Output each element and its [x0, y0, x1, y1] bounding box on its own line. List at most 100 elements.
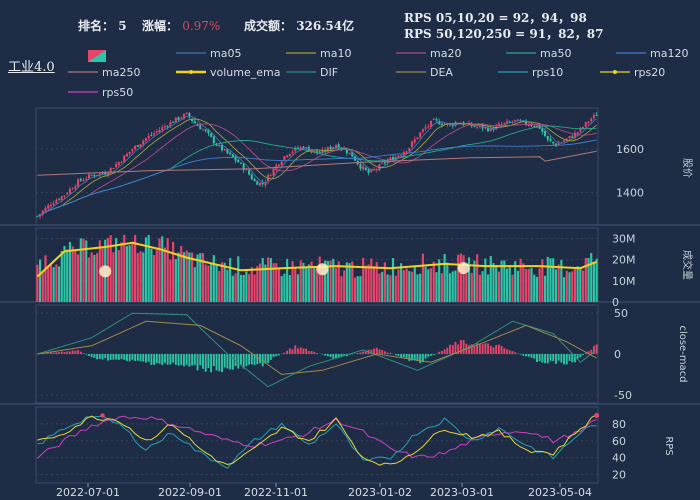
- candle-body: [389, 157, 392, 160]
- volume-bar: [215, 264, 218, 302]
- volume-bar: [435, 272, 438, 302]
- macd-histogram-bar: [446, 347, 449, 354]
- candle-body: [180, 118, 183, 120]
- candle-body: [595, 114, 598, 116]
- volume-bar: [565, 270, 568, 302]
- volume-bar: [340, 276, 343, 302]
- candle-body: [191, 118, 194, 122]
- candle-body: [63, 195, 66, 197]
- macd-histogram-bar: [169, 354, 172, 365]
- volume-bar: [497, 271, 500, 302]
- ma05-line: [37, 115, 597, 217]
- volume-bar: [248, 274, 251, 302]
- macd-histogram-bar: [579, 354, 582, 358]
- macd-histogram-bar: [172, 354, 175, 363]
- candle-body: [52, 203, 55, 205]
- volume-bar: [332, 258, 335, 302]
- macd-histogram-bar: [183, 354, 185, 367]
- candle-body: [169, 121, 172, 128]
- macd-histogram-bar: [484, 343, 487, 354]
- candle-body: [77, 179, 80, 187]
- macd-histogram-bar: [468, 345, 470, 354]
- macd-histogram-bar: [443, 349, 446, 354]
- macd-tick-label: 50: [614, 307, 628, 320]
- macd-histogram-bar: [454, 341, 457, 354]
- candle-body: [288, 153, 291, 156]
- candle-body: [514, 119, 517, 121]
- volume-bar: [446, 262, 449, 302]
- candle-body: [172, 121, 175, 123]
- macd-histogram-bar: [503, 348, 506, 354]
- volume-bar: [123, 234, 126, 302]
- volume-ema-line: [36, 241, 597, 278]
- macd-histogram-bar: [592, 345, 595, 354]
- candle-body: [47, 205, 50, 209]
- volume-bar: [177, 252, 180, 302]
- volume-bar: [182, 252, 186, 302]
- candle-body: [552, 141, 555, 144]
- rank-value: 5: [118, 19, 127, 33]
- candle-body: [370, 169, 373, 173]
- volume-bar: [381, 271, 384, 302]
- volume-bar: [286, 258, 289, 302]
- candle-body: [147, 135, 150, 139]
- candle-body: [432, 118, 435, 120]
- candle-body: [237, 159, 240, 163]
- volume-bar: [438, 259, 441, 302]
- volume-bar: [348, 263, 351, 302]
- candle-body: [49, 204, 52, 207]
- macd-histogram-bar: [457, 344, 460, 354]
- macd-histogram-bar: [106, 354, 109, 361]
- candle-body: [74, 186, 77, 189]
- ma20-line: [37, 123, 597, 217]
- candle-body: [381, 162, 384, 164]
- candle-body: [60, 196, 63, 201]
- macd-tick-label: 0: [614, 348, 621, 361]
- rps-tick-label: 20: [612, 469, 626, 482]
- macd-histogram-bar: [449, 344, 451, 354]
- candle-body: [201, 129, 205, 131]
- candle-body: [136, 145, 139, 147]
- macd-histogram-bar: [147, 354, 150, 362]
- macd-histogram-bar: [405, 354, 408, 358]
- candle-body: [242, 163, 245, 171]
- candle-body: [549, 139, 552, 142]
- candle-body: [568, 136, 571, 139]
- macd-histogram-bar: [514, 352, 517, 354]
- volume-bar: [353, 277, 357, 302]
- volume-bar: [112, 252, 115, 302]
- macd-histogram-bar: [79, 351, 82, 354]
- macd-histogram-bar: [177, 354, 180, 366]
- candle-body: [557, 143, 560, 146]
- volume-bar: [579, 266, 582, 302]
- macd-histogram-bar: [373, 348, 375, 354]
- candle-body: [120, 161, 123, 163]
- volume-bar: [264, 264, 267, 302]
- candlestick-legend-icon[interactable]: [88, 50, 106, 62]
- candle-body: [125, 153, 128, 157]
- volume-bar: [277, 267, 281, 302]
- ma250-line: [37, 150, 597, 176]
- volume-bar: [484, 258, 487, 302]
- volume-bar: [573, 267, 577, 302]
- macd-histogram-bar: [383, 351, 386, 354]
- macd-histogram-bar: [489, 345, 492, 354]
- rps-high-marker: [100, 413, 105, 418]
- macd-histogram-bar: [128, 354, 131, 362]
- candle-body: [256, 181, 259, 185]
- volume-bar: [592, 261, 596, 302]
- candle-body: [104, 173, 107, 175]
- macd-histogram-bar: [356, 353, 359, 354]
- volume-bar: [307, 264, 310, 302]
- volume-bar: [522, 263, 525, 302]
- macd-histogram-bar: [549, 354, 552, 361]
- macd-histogram-bar: [481, 344, 484, 354]
- volume-bar: [549, 258, 552, 302]
- macd-histogram-bar: [324, 354, 327, 356]
- volume-bar: [476, 254, 479, 302]
- candle-body: [223, 149, 226, 151]
- candle-body: [68, 188, 71, 194]
- rank-label: 排名：: [78, 19, 115, 33]
- volume-bar: [109, 235, 112, 302]
- candle-body: [530, 124, 533, 126]
